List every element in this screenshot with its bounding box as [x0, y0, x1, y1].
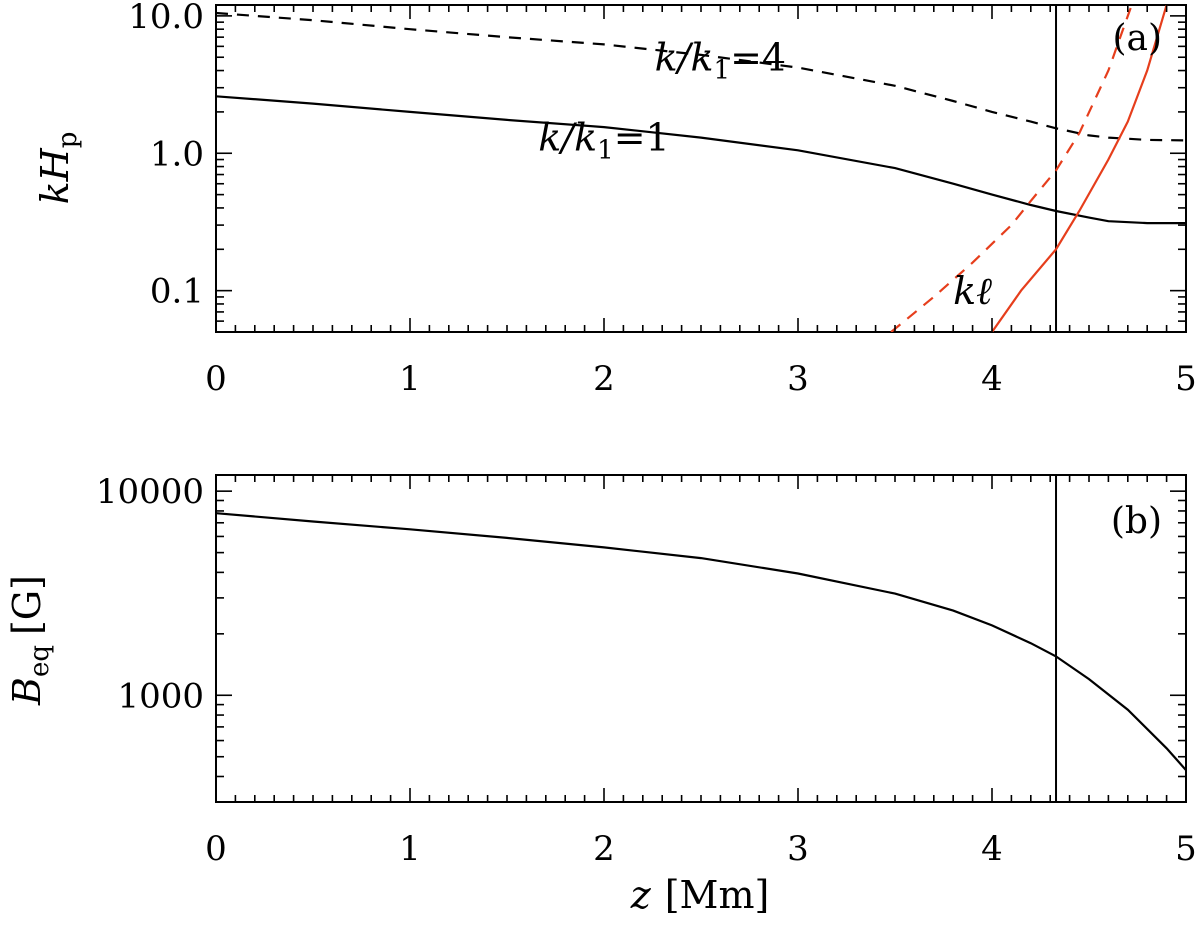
panel-a-xtick-label: 4 [981, 359, 1003, 399]
panel-a-ytick-label: 0.1 [150, 272, 204, 312]
panel-a-series-3 [991, 5, 1168, 332]
panel-b-xlabel: z [Mm] [630, 873, 770, 917]
panel-b-xtick-label: 3 [787, 829, 809, 869]
panel-a-ylabel: kHp [33, 132, 83, 205]
panel-b-label: (b) [1111, 501, 1162, 542]
panel-b-ytick-label: 1000 [117, 676, 204, 716]
panel-b: 0 1 2 3 4 5 1000 10000 (b) Beq [G] z [Mm] [5, 472, 1197, 917]
panel-a-ylabel-main: kH [33, 147, 77, 204]
panel-a-annotations: k/k1=4k/k1=1kℓ [538, 36, 992, 313]
panel-b-xtick-label: 2 [593, 829, 615, 869]
panel-a-series-1 [216, 11, 1186, 142]
annotation-main: k/k [655, 36, 714, 80]
annotation-sub: 1 [597, 135, 614, 165]
panel-a-xtick-label: 0 [205, 359, 227, 399]
panel-a-series-2 [890, 5, 1133, 332]
panel-b-series [216, 475, 1186, 802]
panel-b-ylabel-main: B [5, 677, 49, 706]
panel-b-xtick-label: 0 [205, 829, 227, 869]
panel-a-tick-labels: 0 1 2 3 4 5 0.1 1.0 10.0 [128, 0, 1197, 399]
panel-a-ytick-label: 10.0 [128, 0, 204, 37]
panel-b-xlabel-unit: [Mm] [665, 873, 770, 917]
panel-a-ticks [215, 5, 1187, 333]
panel-b-ticks [215, 475, 1187, 803]
panel-b-tick-labels: 0 1 2 3 4 5 1000 10000 [96, 472, 1197, 869]
panel-a-annotation-0: k/k1=4 [655, 36, 786, 86]
panel-b-xlabel-main: z [630, 873, 652, 917]
panel-a-annotation-2: kℓ [953, 269, 992, 313]
annotation-sub: 1 [714, 56, 731, 86]
panel-a-series-0 [216, 95, 1186, 225]
panel-a: 0 1 2 3 4 50.11.010.0 (a) kHp k/k1=4k/k1=1kℓ [33, 0, 1197, 399]
annotation-tail: =1 [614, 115, 670, 159]
panel-a-ytick-label: 1.0 [150, 134, 204, 174]
panel-a-annotation-1: k/k1=1 [538, 115, 669, 165]
panel-a-xtick-label: 1 [399, 359, 421, 399]
panel-a-xtick-label: 5 [1175, 359, 1197, 399]
panel-b-xtick-label: 1 [399, 829, 421, 869]
panel-b-ylabel-sub: eq [25, 645, 55, 677]
panel-b-series-0 [216, 512, 1186, 771]
annotation-main: k/k [538, 115, 597, 159]
panel-b-frame [215, 474, 1187, 803]
panel-a-series [216, 5, 1186, 332]
annotation-tail: =4 [730, 36, 786, 80]
panel-a-ylabel-sub: p [53, 132, 83, 149]
panel-b-ylabel: Beq [G] [5, 575, 55, 706]
panel-b-xtick-label: 5 [1175, 829, 1197, 869]
panel-b-xtick-label: 4 [981, 829, 1003, 869]
panel-b-ylabel-unit: [G] [5, 575, 49, 635]
panel-a-label: (a) [1112, 18, 1162, 59]
panel-a-xtick-label: 3 [787, 359, 809, 399]
panel-b-ytick-label: 10000 [96, 472, 204, 512]
panel-a-xtick-label: 2 [593, 359, 615, 399]
